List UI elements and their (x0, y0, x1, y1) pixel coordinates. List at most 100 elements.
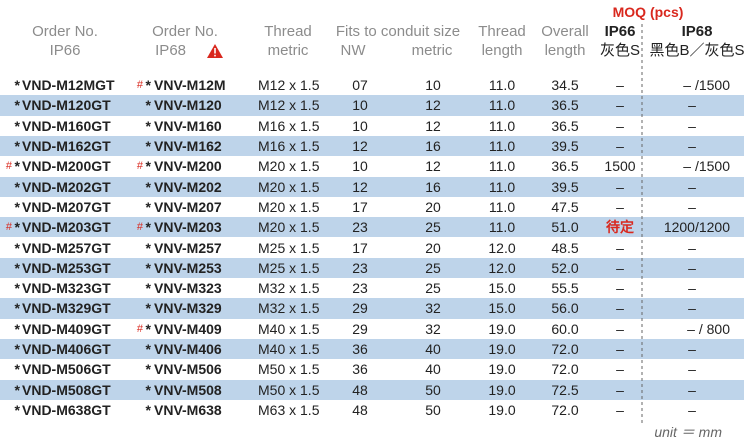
cell: 11.0 (488, 117, 516, 134)
header: 黑色B／灰色S (649, 42, 744, 59)
mark: * (145, 300, 151, 317)
cell: 40 (425, 361, 441, 378)
mark: # (5, 221, 12, 234)
cell: 15.0 (488, 300, 516, 317)
cell: – (616, 198, 624, 215)
cell: 29 (352, 320, 368, 337)
cell: – (688, 401, 696, 418)
mark: * (14, 280, 20, 297)
order-no: VND-M203GT (22, 219, 111, 236)
cell: 12 (352, 138, 368, 155)
cell: 17 (352, 198, 368, 215)
cell: – (616, 178, 624, 195)
cell: M20 x 1.5 (258, 219, 320, 236)
cell: – / 800 (687, 320, 730, 337)
order-no: VND-M257GT (22, 239, 111, 256)
row-stripe (0, 257, 744, 278)
cell: 12 (425, 117, 441, 134)
order-no: VND-M409GT (22, 320, 111, 337)
mark: * (145, 77, 151, 94)
mark: * (145, 361, 151, 378)
order-no: VND-M253GT (22, 259, 111, 276)
mark: * (145, 239, 151, 256)
cell: 25 (425, 219, 441, 236)
mark: * (145, 117, 151, 134)
cell: M50 x 1.5 (258, 361, 320, 378)
cell: M32 x 1.5 (258, 280, 320, 297)
cell: 11.0 (488, 138, 516, 155)
cell: 39.5 (551, 138, 579, 155)
order-no: VND-M638GT (22, 401, 111, 418)
header: NW (340, 42, 366, 59)
cell: – (688, 280, 696, 297)
order-no: VNV-M207 (154, 198, 222, 215)
cell: 36 (352, 341, 368, 358)
cell: – (688, 341, 696, 358)
cell: 23 (352, 259, 368, 276)
cell: 60.0 (551, 320, 579, 337)
order-no: VNV-M160 (154, 117, 222, 134)
cell: – /1500 (683, 77, 730, 94)
mark: * (14, 361, 20, 378)
header: Overall (541, 23, 589, 40)
order-no: VNV-M406 (154, 341, 222, 358)
cell: 12 (352, 178, 368, 195)
warning-icon (207, 44, 223, 58)
mark: * (14, 320, 20, 337)
cell: 40 (425, 341, 441, 358)
order-no: VND-M506GT (22, 361, 111, 378)
order-no: VND-M12MGT (22, 77, 115, 94)
cell: 48.5 (551, 239, 579, 256)
mark: * (14, 158, 20, 175)
order-no: VNV-M203 (154, 219, 222, 236)
cell: 10 (352, 97, 368, 114)
cell: M25 x 1.5 (258, 239, 320, 256)
header: 灰色S (599, 42, 640, 59)
mark: * (14, 239, 20, 256)
cell: 16 (425, 178, 441, 195)
order-no: VNV-M257 (154, 239, 222, 256)
cell: M20 x 1.5 (258, 178, 320, 195)
cell: 50 (425, 401, 441, 418)
cell: 11.0 (488, 77, 516, 94)
mark: * (14, 178, 20, 195)
cell: M20 x 1.5 (258, 198, 320, 215)
row-stripe (0, 95, 744, 116)
order-no: VNV-M202 (154, 178, 222, 195)
cell: 25 (425, 280, 441, 297)
cell: – (616, 401, 624, 418)
mark: * (14, 97, 20, 114)
cell: 12.0 (488, 239, 516, 256)
header: Thread (264, 23, 312, 40)
cell: M16 x 1.5 (258, 117, 320, 134)
cell: – (616, 77, 624, 94)
row-stripe (0, 338, 744, 360)
cell: 50 (425, 381, 441, 398)
cell: 12.0 (488, 259, 516, 276)
cell: 15.0 (488, 280, 516, 297)
order-no: VNV-M12M (154, 77, 226, 94)
mark: * (14, 117, 20, 134)
mark: * (14, 381, 20, 398)
cell: 16 (425, 138, 441, 155)
order-no: VNV-M506 (154, 361, 222, 378)
mark: * (14, 401, 20, 418)
cell: – (688, 239, 696, 256)
header: IP68 (681, 23, 713, 40)
cell: 56.0 (551, 300, 579, 317)
mark: * (145, 280, 151, 297)
order-no: VNV-M162 (154, 138, 222, 155)
cell: 1200/1200 (663, 219, 730, 236)
cell: 25 (425, 259, 441, 276)
cell: 32 (425, 320, 441, 337)
mark: * (145, 97, 151, 114)
cell: 12 (425, 158, 441, 175)
header: Order No. (32, 23, 98, 40)
cell: – (616, 341, 624, 358)
cell: M12 x 1.5 (258, 97, 320, 114)
cell: 17 (352, 239, 368, 256)
mark: * (14, 198, 20, 215)
order-no: VND-M160GT (22, 117, 111, 134)
row-stripe (0, 379, 744, 400)
cell: 19.0 (488, 361, 516, 378)
